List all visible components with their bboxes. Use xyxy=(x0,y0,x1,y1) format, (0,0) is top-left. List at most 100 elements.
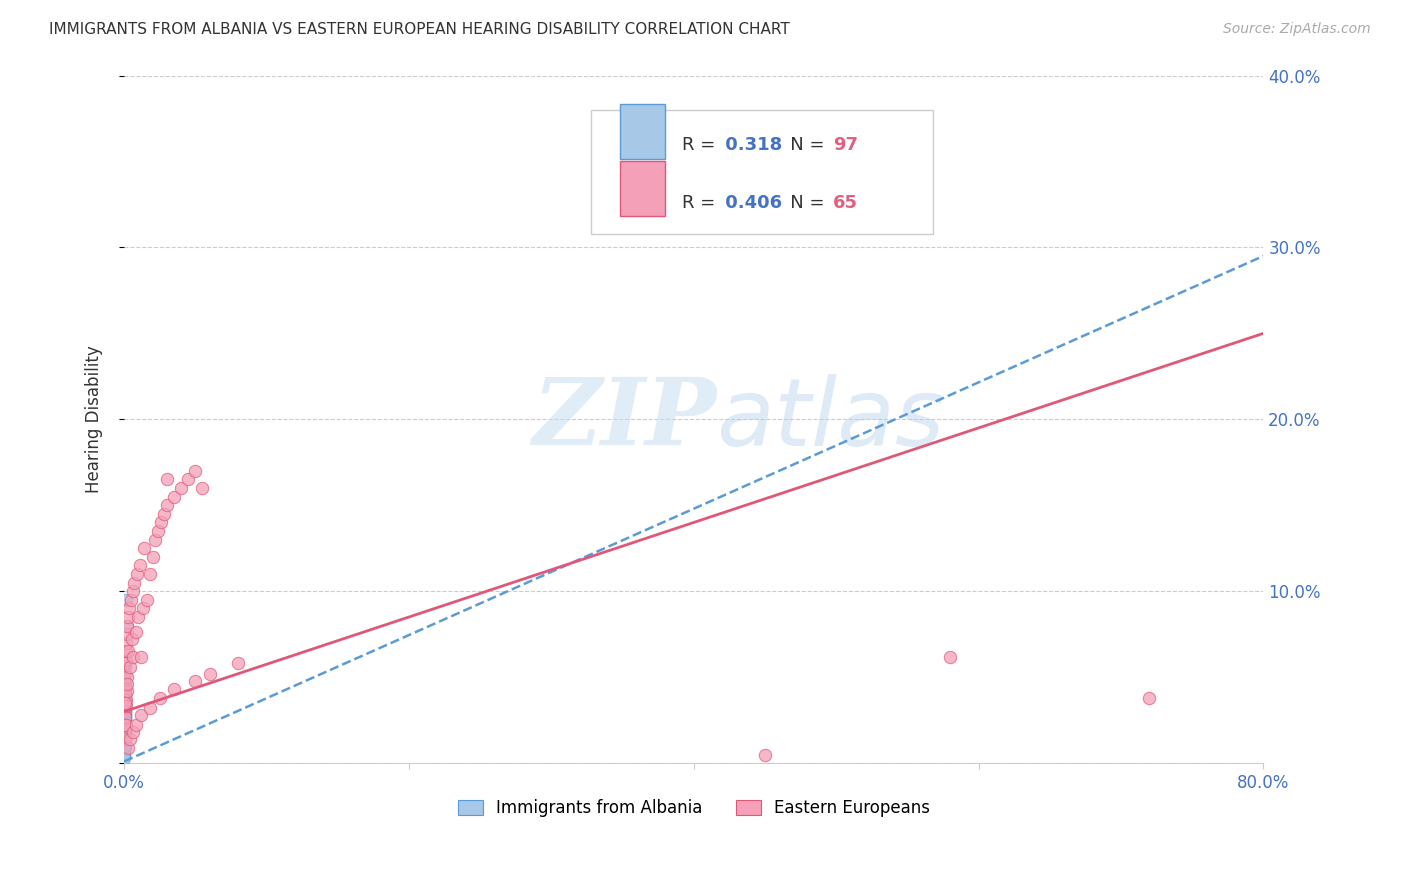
Text: N =: N = xyxy=(773,194,831,211)
Point xyxy=(112,737,135,751)
Point xyxy=(114,706,136,721)
Point xyxy=(114,705,136,719)
Point xyxy=(129,708,152,723)
FancyBboxPatch shape xyxy=(620,161,665,216)
Point xyxy=(114,718,136,732)
Point xyxy=(112,740,135,755)
Point xyxy=(117,644,139,658)
Point xyxy=(114,720,136,734)
Point xyxy=(131,601,153,615)
Text: 0.318: 0.318 xyxy=(718,136,782,154)
Point xyxy=(135,592,157,607)
Point xyxy=(114,701,136,715)
Point xyxy=(114,718,136,732)
Point xyxy=(114,708,136,723)
Point xyxy=(112,742,135,756)
Point xyxy=(121,584,143,599)
Point xyxy=(112,732,135,747)
Point xyxy=(114,699,136,714)
Point xyxy=(128,558,150,573)
Point xyxy=(114,731,136,745)
Point xyxy=(122,575,145,590)
Point xyxy=(112,739,135,753)
Point xyxy=(139,567,162,582)
Point xyxy=(118,601,141,615)
Point xyxy=(177,473,200,487)
Point xyxy=(114,722,136,736)
Point xyxy=(115,636,138,650)
Point xyxy=(114,722,136,736)
Point xyxy=(112,749,135,764)
Point xyxy=(754,747,776,762)
Point xyxy=(114,729,136,743)
Text: 65: 65 xyxy=(832,194,858,211)
Point xyxy=(114,732,136,747)
Point xyxy=(163,490,186,504)
Point xyxy=(114,705,136,719)
Point xyxy=(114,723,136,738)
Point xyxy=(114,677,136,691)
Point xyxy=(112,739,135,753)
Point xyxy=(112,742,135,756)
Point xyxy=(115,618,138,632)
FancyBboxPatch shape xyxy=(620,103,665,159)
Point xyxy=(184,464,207,478)
Point xyxy=(114,718,136,732)
Point xyxy=(112,727,135,741)
Point xyxy=(114,696,136,710)
Point xyxy=(114,718,136,732)
Point xyxy=(184,673,207,688)
Point xyxy=(114,687,136,701)
Point xyxy=(114,718,136,732)
Point xyxy=(115,670,138,684)
Point xyxy=(115,592,138,607)
Text: 0.406: 0.406 xyxy=(718,194,782,211)
Point xyxy=(115,618,138,632)
Point xyxy=(114,711,136,725)
Point xyxy=(112,731,135,745)
Point xyxy=(112,744,135,758)
Text: 97: 97 xyxy=(832,136,858,154)
Point xyxy=(112,733,135,747)
Point xyxy=(191,481,214,495)
Point xyxy=(114,716,136,731)
Point xyxy=(145,533,167,547)
Point xyxy=(114,718,136,732)
Point xyxy=(124,718,146,732)
Point xyxy=(156,498,179,512)
Point xyxy=(114,725,136,739)
Point xyxy=(198,666,221,681)
Point xyxy=(112,735,135,749)
Point xyxy=(114,703,136,717)
Point xyxy=(114,689,136,703)
Point xyxy=(115,684,138,698)
FancyBboxPatch shape xyxy=(591,110,934,234)
Text: R =: R = xyxy=(682,194,721,211)
Y-axis label: Hearing Disability: Hearing Disability xyxy=(86,345,103,493)
Point xyxy=(112,744,135,758)
Point xyxy=(114,708,136,723)
Point xyxy=(114,723,136,738)
Point xyxy=(170,481,193,495)
Point xyxy=(114,716,136,731)
Point xyxy=(112,737,135,751)
Point xyxy=(112,732,135,747)
Point xyxy=(114,709,136,723)
Point xyxy=(114,705,136,719)
Point xyxy=(118,660,141,674)
Point xyxy=(117,677,139,691)
Point xyxy=(112,746,135,760)
Point xyxy=(149,690,172,705)
Point xyxy=(121,632,143,647)
Point xyxy=(114,682,136,697)
Point xyxy=(127,610,149,624)
Legend: Immigrants from Albania, Eastern Europeans: Immigrants from Albania, Eastern Europea… xyxy=(451,792,936,823)
Point xyxy=(114,725,136,739)
Point xyxy=(114,727,136,741)
Point xyxy=(114,687,136,701)
Point xyxy=(115,718,138,732)
Point xyxy=(114,692,136,706)
Point xyxy=(115,644,138,658)
Point xyxy=(114,684,136,698)
Text: atlas: atlas xyxy=(717,374,945,465)
